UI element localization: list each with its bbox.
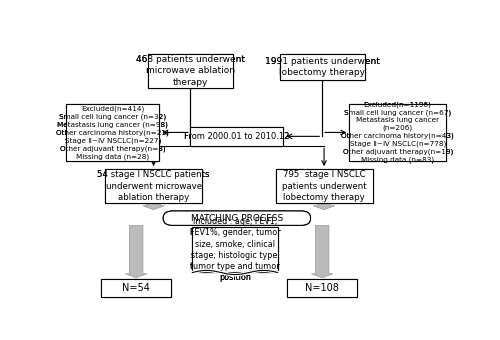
FancyArrow shape bbox=[126, 225, 147, 278]
Bar bbox=[190, 127, 284, 146]
Bar bbox=[192, 227, 278, 272]
Text: 468 patients underwent
microwave ablation
therapy: 468 patients underwent microwave ablatio… bbox=[136, 55, 245, 86]
FancyArrow shape bbox=[142, 203, 165, 210]
FancyBboxPatch shape bbox=[163, 211, 310, 225]
Text: Included : age, FEV1,
FEV1%, gender, tumor
size, smoke, clinical
stage, histolog: Included : age, FEV1, FEV1%, gender, tum… bbox=[190, 217, 280, 282]
Bar bbox=[276, 169, 372, 203]
FancyArrow shape bbox=[313, 203, 335, 210]
Bar bbox=[190, 127, 284, 146]
Bar bbox=[276, 169, 372, 203]
Text: N=54: N=54 bbox=[122, 283, 150, 293]
Bar bbox=[280, 54, 365, 80]
Text: 468 patients underwent
microwave ablation
therapy: 468 patients underwent microwave ablatio… bbox=[136, 55, 245, 86]
Text: N=54: N=54 bbox=[122, 283, 150, 293]
Text: 54 stage Ⅰ NSCLC patients
underwent microwave
ablation therapy: 54 stage Ⅰ NSCLC patients underwent micr… bbox=[98, 170, 210, 202]
Bar bbox=[192, 227, 278, 272]
Bar bbox=[148, 54, 233, 88]
Bar bbox=[349, 104, 446, 161]
Text: From 2000.01 to 2010.12: From 2000.01 to 2010.12 bbox=[184, 132, 290, 141]
Text: Excluded(n=1196)
Small cell lung cancer (n=67)
Metastasis lung cancer
(n=206)
Ot: Excluded(n=1196) Small cell lung cancer … bbox=[342, 101, 454, 164]
Text: Excluded(n=414)
Small cell lung cancer (n=32)
Metastasis lung cancer (n=98)
Othe: Excluded(n=414) Small cell lung cancer (… bbox=[56, 105, 169, 160]
Text: Excluded(n=1196)
Small cell lung cancer (n=67)
Metastasis lung cancer
(n=206)
Ot: Excluded(n=1196) Small cell lung cancer … bbox=[342, 101, 454, 164]
Bar bbox=[287, 279, 357, 298]
Bar bbox=[101, 279, 171, 298]
Text: 795  stage Ⅰ NSCLC
patients underwent
lobectomy therapy: 795 stage Ⅰ NSCLC patients underwent lob… bbox=[282, 170, 366, 202]
Bar bbox=[287, 279, 357, 298]
Text: 1991 patients underwent
lobectomy therapy: 1991 patients underwent lobectomy therap… bbox=[264, 57, 380, 77]
Text: 795  stage Ⅰ NSCLC
patients underwent
lobectomy therapy: 795 stage Ⅰ NSCLC patients underwent lob… bbox=[282, 170, 366, 202]
Bar bbox=[66, 104, 160, 161]
FancyArrow shape bbox=[312, 225, 333, 278]
Text: N=108: N=108 bbox=[305, 283, 339, 293]
Bar bbox=[66, 104, 160, 161]
FancyBboxPatch shape bbox=[163, 211, 310, 225]
Text: From 2000.01 to 2010.12: From 2000.01 to 2010.12 bbox=[184, 132, 290, 141]
Text: 54 stage Ⅰ NSCLC patients
underwent microwave
ablation therapy: 54 stage Ⅰ NSCLC patients underwent micr… bbox=[98, 170, 210, 202]
Bar bbox=[105, 169, 202, 203]
Bar bbox=[349, 104, 446, 161]
Bar bbox=[280, 54, 365, 80]
Text: N=108: N=108 bbox=[305, 283, 339, 293]
Bar bbox=[105, 169, 202, 203]
Text: Excluded(n=414)
Small cell lung cancer (n=32)
Metastasis lung cancer (n=98)
Othe: Excluded(n=414) Small cell lung cancer (… bbox=[56, 105, 169, 160]
Bar bbox=[101, 279, 171, 298]
Text: Included : age, FEV1,
FEV1%, gender, tumor
size, smoke, clinical
stage, histolog: Included : age, FEV1, FEV1%, gender, tum… bbox=[190, 217, 280, 282]
Text: MATCHING PROCESS: MATCHING PROCESS bbox=[191, 214, 283, 223]
Text: MATCHING PROCESS: MATCHING PROCESS bbox=[191, 214, 283, 223]
Text: 1991 patients underwent
lobectomy therapy: 1991 patients underwent lobectomy therap… bbox=[264, 57, 380, 77]
Bar bbox=[148, 54, 233, 88]
